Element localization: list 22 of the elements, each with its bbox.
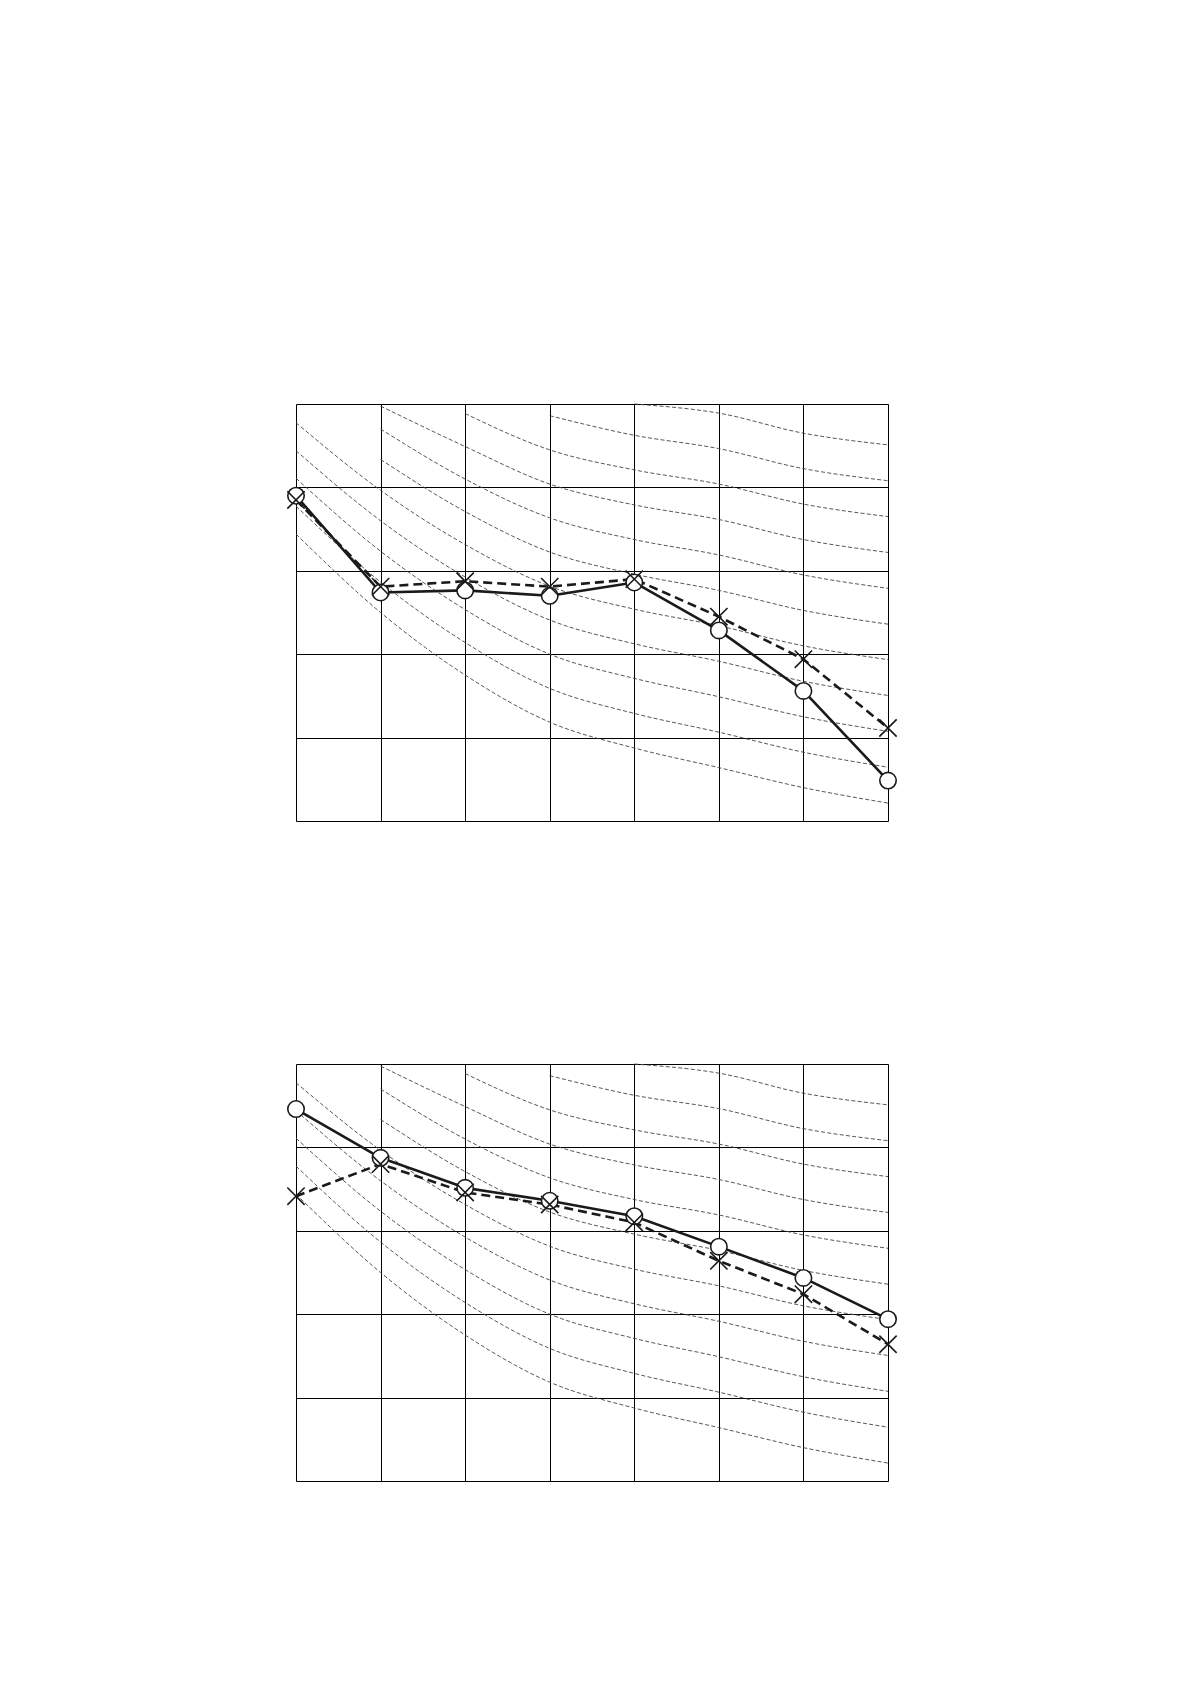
point <box>709 1237 728 1256</box>
point <box>878 771 898 790</box>
point <box>709 607 729 627</box>
point <box>371 1154 391 1174</box>
point <box>709 1251 729 1271</box>
point <box>624 1213 644 1232</box>
point <box>793 649 813 669</box>
point <box>878 718 898 738</box>
point <box>455 1182 475 1202</box>
point <box>878 1334 898 1354</box>
point <box>286 1186 306 1206</box>
point <box>794 681 813 700</box>
point <box>455 571 475 591</box>
point <box>878 1310 898 1329</box>
point <box>286 1100 306 1119</box>
point <box>709 621 728 640</box>
point <box>286 490 306 510</box>
point <box>371 577 391 597</box>
point <box>794 1268 813 1287</box>
point <box>793 1284 813 1304</box>
point <box>540 577 560 597</box>
point <box>540 1195 560 1214</box>
